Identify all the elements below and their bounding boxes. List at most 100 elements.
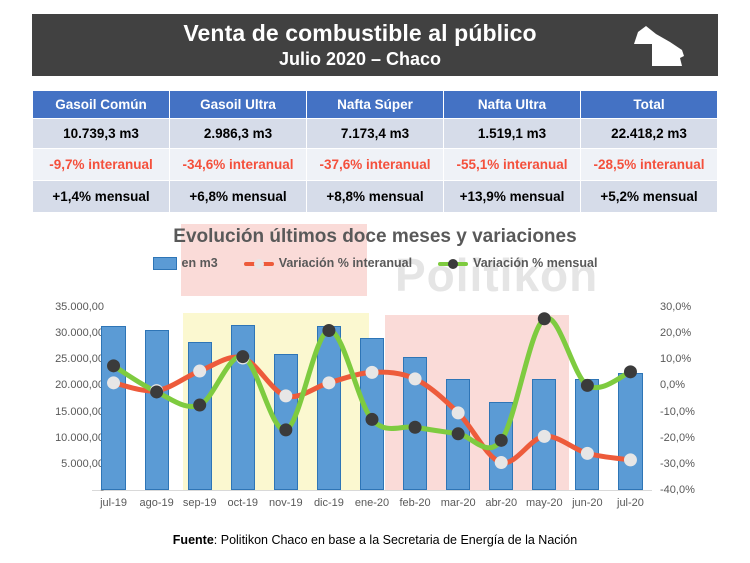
table-row-volumes: 10.739,3 m3 2.986,3 m3 7.173,4 m3 1.519,… — [32, 118, 718, 149]
combo-chart: Politikon Evolución últimos doce meses y… — [0, 218, 750, 528]
table-cell-interanual-nafta-ultra: -55,1% interanual — [443, 148, 581, 181]
chart-data-point[interactable] — [623, 453, 637, 467]
y-axis-left-tick: 10.000,00 — [55, 431, 104, 444]
chart-bar[interactable] — [144, 329, 169, 490]
chart-data-point[interactable] — [494, 433, 508, 447]
x-axis-tick-label: dic-19 — [313, 497, 344, 509]
legend-item-mensual[interactable]: Variación % mensual — [438, 256, 597, 270]
legend-label-volume: en m3 — [181, 256, 218, 270]
table-header-gasoil-ultra: Gasoil Ultra — [169, 90, 307, 119]
y-axis-left-tick: 15.000,00 — [55, 405, 104, 418]
chart-data-point[interactable] — [193, 398, 207, 412]
y-axis-left-tick: 25.000,00 — [55, 353, 104, 366]
chart-data-point[interactable] — [279, 389, 293, 403]
chart-data-point[interactable] — [408, 420, 422, 434]
source-label: Fuente — [172, 533, 214, 547]
chart-line — [111, 315, 633, 451]
x-axis-tick-label: oct-19 — [227, 497, 259, 509]
y-axis-left-tick: - — [100, 484, 104, 496]
x-axis-tick-label: may-20 — [525, 497, 563, 509]
table-cell-volume-total: 22.418,2 m3 — [580, 118, 718, 149]
y-axis-left-tick: 30.000,00 — [55, 327, 104, 340]
x-axis-tick-label: jun-20 — [572, 497, 603, 509]
table-cell-mensual-gasoil-ultra: +6,8% mensual — [169, 180, 307, 213]
chart-data-point[interactable] — [580, 378, 594, 392]
y-axis-right-tick: -40,0% — [660, 484, 695, 496]
chart-data-point[interactable] — [537, 312, 551, 326]
table-cell-mensual-gasoil-comun: +1,4% mensual — [32, 180, 170, 213]
chart-data-point[interactable] — [494, 456, 508, 470]
header-banner: Venta de combustible al público Julio 20… — [32, 14, 718, 76]
x-axis-tick-label: mar-20 — [440, 497, 476, 509]
page-title: Venta de combustible al público — [183, 19, 537, 46]
chart-data-point[interactable] — [451, 406, 465, 420]
y-axis-right-tick: 10,0% — [660, 353, 692, 366]
chart-data-point[interactable] — [408, 372, 422, 386]
table-header-nafta-ultra: Nafta Ultra — [443, 90, 581, 119]
x-axis-tick-label: jul-19 — [100, 497, 127, 509]
y-axis-left-tick: 35.000,00 — [55, 301, 104, 313]
x-axis-tick-label: jul-20 — [617, 497, 644, 509]
legend-line-swatch-interanual-icon — [243, 258, 274, 269]
chart-data-point[interactable] — [236, 350, 250, 364]
chart-data-point[interactable] — [150, 385, 164, 399]
chart-data-point[interactable] — [580, 446, 594, 460]
x-axis-tick-label: ago-19 — [139, 497, 174, 509]
chart-band-pink-top — [181, 224, 367, 296]
chart-data-point[interactable] — [451, 427, 465, 441]
legend-label-interanual: Variación % interanual — [278, 256, 413, 270]
chart-data-point[interactable] — [537, 429, 551, 443]
chart-bar[interactable] — [618, 372, 643, 490]
chart-title: Evolución últimos doce meses y variacion… — [173, 226, 577, 247]
y-axis-right-tick: 30,0% — [660, 301, 692, 313]
table-cell-mensual-nafta-ultra: +13,9% mensual — [443, 180, 581, 213]
y-axis-left-tick: 5.000,00 — [61, 457, 104, 470]
chart-data-point[interactable] — [279, 423, 293, 437]
y-axis-left-tick: 20.000,00 — [55, 379, 104, 392]
chart-data-point[interactable] — [193, 364, 207, 378]
chart-bar[interactable] — [316, 326, 341, 490]
table-row-interanual: -9,7% interanual -34,6% interanual -37,6… — [32, 148, 718, 181]
chart-plot-area: 35.000,00 30.000,00 25.000,00 20.000,00 15.0… — [0, 218, 750, 528]
x-axis-tick-label: feb-20 — [399, 497, 431, 509]
table-row-mensual: +1,4% mensual +6,8% mensual +8,8% mensua… — [32, 180, 718, 213]
chart-bar[interactable] — [101, 326, 126, 490]
y-axis-right-tick: 20,0% — [660, 327, 692, 340]
chaco-province-map-icon — [634, 26, 684, 66]
y-axis-right-tick: -30,0% — [660, 457, 695, 470]
table-header-gasoil-comun: Gasoil Común — [32, 90, 170, 119]
y-axis-right-tick: -20,0% — [660, 431, 695, 444]
table-cell-volume-nafta-super: 7.173,4 m3 — [306, 118, 444, 149]
table-cell-volume-gasoil-comun: 10.739,3 m3 — [32, 118, 170, 149]
legend-line-swatch-mensual-icon — [438, 258, 469, 269]
table-cell-interanual-total: -28,5% interanual — [580, 148, 718, 181]
chart-data-point[interactable] — [322, 324, 336, 338]
legend-bar-swatch-icon — [152, 256, 177, 270]
table-row-headers: Gasoil Común Gasoil Ultra Nafta Súper Na… — [32, 90, 718, 119]
legend-item-interanual[interactable]: Variación % interanual — [243, 256, 413, 270]
x-axis-tick-label: ene-20 — [354, 497, 390, 509]
source-footer: Fuente: Politikon Chaco en base a la Sec… — [0, 533, 750, 547]
chart-legend: en m3 Variación % interanual Variación %… — [0, 256, 750, 270]
y-axis-right-tick: -10,0% — [660, 405, 695, 418]
chart-data-point[interactable] — [365, 412, 379, 426]
table-cell-interanual-gasoil-ultra: -34,6% interanual — [169, 148, 307, 181]
chart-data-point[interactable] — [365, 365, 379, 379]
table-header-nafta-super: Nafta Súper — [306, 90, 444, 119]
table-cell-mensual-total: +5,2% mensual — [580, 180, 718, 213]
chart-bar[interactable] — [575, 378, 600, 490]
chart-data-point[interactable] — [623, 365, 637, 379]
legend-label-mensual: Variación % mensual — [473, 256, 598, 270]
x-axis-tick-label: abr-20 — [485, 497, 518, 509]
chart-x-axis-line — [92, 490, 652, 491]
chart-data-point[interactable] — [107, 376, 121, 390]
chart-data-point[interactable] — [107, 359, 121, 373]
page-subtitle: Julio 2020 – Chaco — [278, 48, 442, 69]
table-cell-volume-nafta-ultra: 1.519,1 m3 — [443, 118, 581, 149]
legend-item-volume[interactable]: en m3 — [152, 256, 218, 270]
table-cell-mensual-nafta-super: +8,8% mensual — [306, 180, 444, 213]
x-axis-tick-label: sep-19 — [182, 497, 217, 509]
table-cell-interanual-gasoil-comun: -9,7% interanual — [32, 148, 170, 181]
x-axis-tick-label: nov-19 — [269, 497, 303, 509]
chart-data-point[interactable] — [322, 376, 336, 390]
